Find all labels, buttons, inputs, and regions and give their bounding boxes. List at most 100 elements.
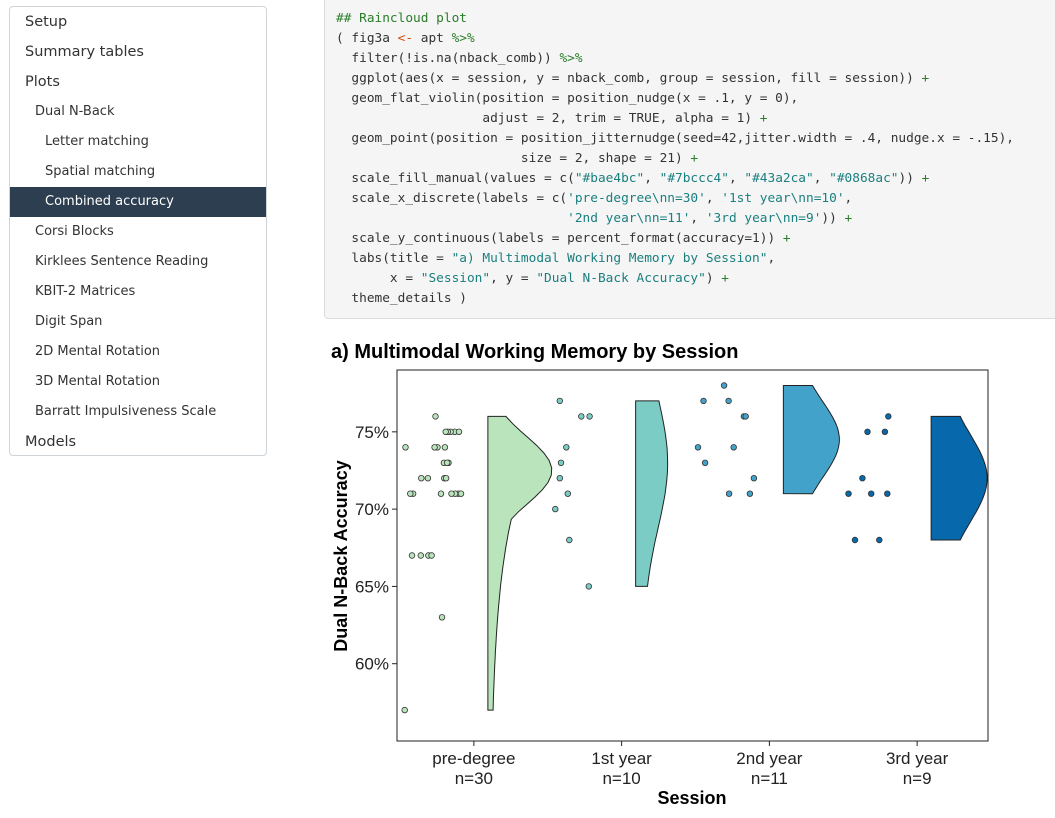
data-point: [701, 459, 709, 466]
code-token: ,: [813, 171, 830, 186]
data-point: [457, 490, 465, 497]
code-token: "#0868ac": [829, 171, 899, 186]
x-tick-label: pre-degree: [432, 749, 515, 768]
code-token: +: [921, 171, 930, 186]
code-token: labs(title =: [336, 251, 452, 266]
toc-item[interactable]: Summary tables: [25, 44, 144, 60]
x-tick-label: 2nd year: [736, 749, 802, 768]
data-point: [443, 459, 451, 466]
code-token: 'pre-degree\nn=30': [567, 191, 706, 206]
data-point: [448, 490, 455, 497]
data-point: [881, 428, 889, 435]
data-point: [750, 474, 758, 482]
code-token: '1st year\nn=10': [721, 191, 845, 206]
code-token: +: [721, 271, 729, 286]
code-token: , y =: [490, 271, 537, 286]
toc-item[interactable]: Barratt Impulsiveness Scale: [35, 404, 217, 419]
violin-shape: [782, 384, 840, 495]
code-token: +: [844, 211, 853, 226]
code-token: ,: [844, 191, 853, 206]
data-point: [431, 444, 438, 451]
toc-item[interactable]: Dual N-Back: [35, 104, 115, 119]
toc-item[interactable]: Spatial matching: [45, 164, 156, 179]
data-point: [407, 490, 414, 497]
code-token: ,: [644, 171, 660, 186]
code-line: ( fig3a <- apt %>%: [336, 29, 1014, 49]
y-axis-label: Dual N-Back Accuracy: [331, 460, 351, 651]
data-point: [586, 413, 593, 420]
code-line: '2nd year\nn=11', '3rd year\nn=9')) +: [336, 209, 1014, 229]
y-tick-label: 70%: [355, 500, 389, 519]
code-token: "#43a2ca": [744, 171, 814, 186]
code-line: filter(!is.na(nback_comb)) %>%: [336, 49, 1014, 69]
code-token: ## Raincloud plot: [336, 11, 467, 26]
code-token: '2nd year\nn=11': [567, 211, 691, 226]
data-point: [868, 490, 875, 497]
data-point: [845, 490, 852, 497]
data-point: [578, 413, 585, 420]
code-token: "#7bccc4": [659, 171, 729, 186]
code-token: apt: [413, 31, 452, 46]
data-point: [730, 444, 737, 451]
code-line: ## Raincloud plot: [336, 9, 1014, 29]
data-point: [418, 474, 425, 482]
x-tick-label: 1st year: [591, 749, 652, 768]
code-token: size = 2, shape = 21): [336, 151, 691, 166]
data-point: [885, 413, 892, 420]
data-point: [428, 552, 435, 559]
data-point: [441, 444, 449, 451]
code-token: ,: [705, 191, 722, 206]
data-point: [402, 444, 409, 451]
toc-item[interactable]: Letter matching: [45, 134, 149, 149]
code-token: [336, 211, 567, 226]
code-token: +: [782, 231, 791, 246]
violin-shape: [930, 415, 988, 541]
toc-item[interactable]: Setup: [25, 14, 68, 30]
toc-item[interactable]: 2D Mental Rotation: [35, 344, 161, 359]
table-of-contents: Setup Summary tables Plots Dual N-Back Lette…: [9, 6, 267, 456]
data-point: [557, 459, 565, 466]
code-text: ## Raincloud plot ( fig3a <- apt %>% filt…: [336, 9, 1014, 309]
toc-item[interactable]: 3D Mental Rotation: [35, 374, 161, 389]
code-line: ggplot(aes(x = session, y = nback_comb, …: [336, 69, 1014, 89]
data-point: [859, 474, 866, 482]
code-token: )): [898, 171, 922, 186]
violin-shape: [635, 400, 669, 587]
y-tick-label: 75%: [355, 423, 389, 442]
y-tick-label: 60%: [355, 655, 389, 674]
toc-item[interactable]: Plots: [25, 74, 60, 90]
data-point: [884, 490, 891, 497]
code-token: ,: [690, 211, 706, 226]
code-token: <-: [397, 31, 414, 46]
code-token: %>%: [451, 31, 475, 46]
code-line: scale_fill_manual(values = c("#bae4bc", …: [336, 169, 1014, 189]
code-line: size = 2, shape = 21) +: [336, 149, 1014, 169]
code-line: geom_point(position = position_jitternud…: [336, 129, 1014, 149]
data-point: [725, 397, 732, 405]
data-point: [694, 444, 702, 451]
y-tick-label: 65%: [355, 577, 389, 596]
data-point: [720, 382, 728, 389]
x-axis-label: Session: [657, 788, 726, 808]
code-token: )): [821, 211, 845, 226]
toc-item[interactable]: Models: [25, 434, 77, 450]
code-token: scale_y_continuous(labels = percent_form…: [336, 231, 783, 246]
toc-item[interactable]: Digit Span: [35, 314, 103, 329]
x-tick-label: 3rd year: [886, 749, 949, 768]
data-point: [437, 490, 445, 497]
code-token: geom_flat_violin(position = position_nud…: [336, 91, 799, 106]
data-point: [864, 428, 871, 435]
code-line: scale_y_continuous(labels = percent_form…: [336, 229, 1014, 249]
code-token: ( fig3a: [336, 31, 398, 46]
toc-item[interactable]: Kirklees Sentence Reading: [35, 254, 209, 269]
code-token: '3rd year\nn=9': [705, 211, 822, 226]
data-point: [564, 490, 571, 497]
code-line: scale_x_discrete(labels = c('pre-degree\…: [336, 189, 1014, 209]
toc-item[interactable]: Corsi Blocks: [35, 224, 114, 239]
code-line: adjust = 2, trim = TRUE, alpha = 1) +: [336, 109, 1014, 129]
toc-item[interactable]: Combined accuracy: [10, 187, 266, 217]
code-token: scale_fill_manual(values = c(: [336, 171, 575, 186]
code-token: +: [921, 71, 930, 86]
code-token: %>%: [559, 51, 583, 66]
toc-item[interactable]: KBIT-2 Matrices: [35, 284, 136, 299]
